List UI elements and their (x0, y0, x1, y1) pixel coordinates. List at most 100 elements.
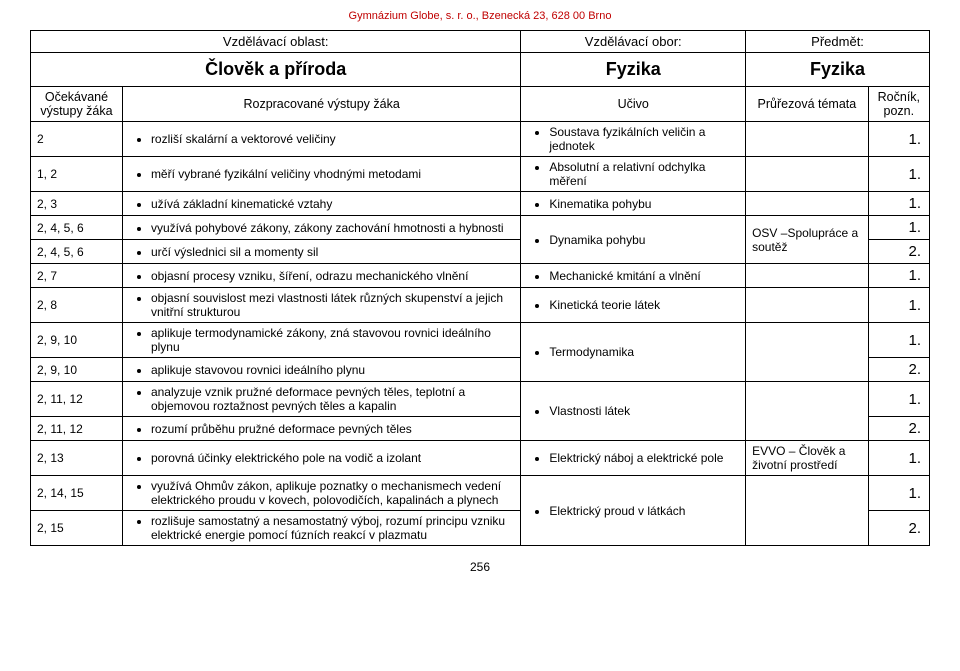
table-row: 2, 9, 10 aplikuje termodynamické zákony, … (31, 323, 930, 358)
year-cell: 2. (868, 511, 929, 546)
content-cell: Termodynamika (521, 323, 746, 382)
table-header-row-1: Vzdělávací oblast: Vzdělávací obor: Před… (31, 31, 930, 53)
col-content: Učivo (521, 87, 746, 122)
table-row: 2, 3 užívá základní kinematické vztahy Kin… (31, 192, 930, 216)
outputs-cell: 2, 4, 5, 6 (31, 216, 123, 240)
year-cell: 1. (868, 323, 929, 358)
outputs-cell: 2, 15 (31, 511, 123, 546)
cross-cell (746, 476, 869, 546)
table-row: 2, 8 objasní souvislost mezi vlastnosti l… (31, 288, 930, 323)
elaborated-text: užívá základní kinematické vztahy (151, 197, 514, 211)
year-cell: 1. (868, 441, 929, 476)
content-cell: Kinetická teorie látek (521, 288, 746, 323)
elaborated-text: určí výslednici sil a momenty sil (151, 245, 514, 259)
content-cell: Elektrický proud v látkách (521, 476, 746, 546)
elaborated-cell: porovná účinky elektrického pole na vodi… (122, 441, 520, 476)
elaborated-text: objasní procesy vzniku, šíření, odrazu m… (151, 269, 514, 283)
content-text: Termodynamika (549, 345, 739, 359)
elaborated-cell: objasní souvislost mezi vlastnosti látek… (122, 288, 520, 323)
year-cell: 2. (868, 358, 929, 382)
content-cell: Vlastnosti látek (521, 382, 746, 441)
cross-cell: EVVO – Člověk a životní prostředí (746, 441, 869, 476)
elaborated-text: rozumí průběhu pružné deformace pevných … (151, 422, 514, 436)
subject-value: Fyzika (746, 53, 930, 87)
table-row: 2, 11, 12 analyzuje vznik pružné deformac… (31, 382, 930, 417)
outputs-cell: 2, 14, 15 (31, 476, 123, 511)
elaborated-cell: analyzuje vznik pružné deformace pevných… (122, 382, 520, 417)
year-cell: 1. (868, 288, 929, 323)
content-text: Elektrický proud v látkách (549, 504, 739, 518)
elaborated-text: objasní souvislost mezi vlastnosti látek… (151, 291, 514, 319)
table-row: 1, 2 měří vybrané fyzikální veličiny vhod… (31, 157, 930, 192)
table-row: 2, 4, 5, 6 využívá pohybové zákony, zákon… (31, 216, 930, 240)
cross-cell (746, 192, 869, 216)
elaborated-cell: využívá Ohmův zákon, aplikuje poznatky o… (122, 476, 520, 511)
cross-cell (746, 382, 869, 441)
year-cell: 2. (868, 240, 929, 264)
elaborated-cell: aplikuje termodynamické zákony, zná stav… (122, 323, 520, 358)
year-cell: 1. (868, 122, 929, 157)
elaborated-text: využívá pohybové zákony, zákony zachován… (151, 221, 514, 235)
content-cell: Mechanické kmitání a vlnění (521, 264, 746, 288)
curriculum-table: Vzdělávací oblast: Vzdělávací obor: Před… (30, 30, 930, 546)
subject-label: Předmět: (746, 31, 930, 53)
cross-cell (746, 288, 869, 323)
content-text: Vlastnosti látek (549, 404, 739, 418)
elaborated-text: porovná účinky elektrického pole na vodi… (151, 451, 514, 465)
page-number: 256 (30, 560, 930, 574)
elaborated-text: analyzuje vznik pružné deformace pevných… (151, 385, 514, 413)
col-outputs: Očekávané výstupy žáka (31, 87, 123, 122)
org-header: Gymnázium Globe, s. r. o., Bzenecká 23, … (30, 10, 930, 22)
content-cell: Elektrický náboj a elektrické pole (521, 441, 746, 476)
col-cross: Průřezová témata (746, 87, 869, 122)
elaborated-cell: měří vybrané fyzikální veličiny vhodnými… (122, 157, 520, 192)
table-row: 2, 14, 15 využívá Ohmův zákon, aplikuje p… (31, 476, 930, 511)
content-text: Mechanické kmitání a vlnění (549, 269, 739, 283)
content-text: Elektrický náboj a elektrické pole (549, 451, 739, 465)
elaborated-cell: určí výslednici sil a momenty sil (122, 240, 520, 264)
outputs-cell: 2, 3 (31, 192, 123, 216)
elaborated-text: aplikuje termodynamické zákony, zná stav… (151, 326, 514, 354)
year-cell: 1. (868, 216, 929, 240)
year-cell: 1. (868, 192, 929, 216)
content-text: Kinetická teorie látek (549, 298, 739, 312)
table-row: 2, 13 porovná účinky elektrického pole na… (31, 441, 930, 476)
content-text: Soustava fyzikálních veličin a jednotek (549, 125, 739, 153)
field-value: Fyzika (521, 53, 746, 87)
elaborated-text: měří vybrané fyzikální veličiny vhodnými… (151, 167, 514, 181)
outputs-cell: 2, 4, 5, 6 (31, 240, 123, 264)
cross-cell (746, 323, 869, 382)
content-text: Absolutní a relativní odchylka měření (549, 160, 739, 188)
content-cell: Soustava fyzikálních veličin a jednotek (521, 122, 746, 157)
content-text: Kinematika pohybu (549, 197, 739, 211)
elaborated-cell: objasní procesy vzniku, šíření, odrazu m… (122, 264, 520, 288)
col-year: Ročník, pozn. (868, 87, 929, 122)
elaborated-cell: rozumí průběhu pružné deformace pevných … (122, 417, 520, 441)
outputs-cell: 2 (31, 122, 123, 157)
outputs-cell: 2, 11, 12 (31, 382, 123, 417)
elaborated-cell: rozlišuje samostatný a nesamostatný výbo… (122, 511, 520, 546)
outputs-cell: 2, 11, 12 (31, 417, 123, 441)
year-cell: 1. (868, 264, 929, 288)
col-elaborated: Rozpracované výstupy žáka (122, 87, 520, 122)
outputs-cell: 2, 9, 10 (31, 323, 123, 358)
outputs-cell: 2, 8 (31, 288, 123, 323)
outputs-cell: 1, 2 (31, 157, 123, 192)
cross-cell: OSV –Spolupráce a soutěž (746, 216, 869, 264)
outputs-cell: 2, 13 (31, 441, 123, 476)
content-text: Dynamika pohybu (549, 233, 739, 247)
elaborated-cell: užívá základní kinematické vztahy (122, 192, 520, 216)
table-header-row-2: Člověk a příroda Fyzika Fyzika (31, 53, 930, 87)
elaborated-text: rozliší skalární a vektorové veličiny (151, 132, 514, 146)
cross-cell (746, 122, 869, 157)
area-label: Vzdělávací oblast: (31, 31, 521, 53)
content-cell: Absolutní a relativní odchylka měření (521, 157, 746, 192)
field-label: Vzdělávací obor: (521, 31, 746, 53)
year-cell: 1. (868, 157, 929, 192)
table-row: 2 rozliší skalární a vektorové veličiny So… (31, 122, 930, 157)
content-cell: Dynamika pohybu (521, 216, 746, 264)
elaborated-text: využívá Ohmův zákon, aplikuje poznatky o… (151, 479, 514, 507)
elaborated-text: aplikuje stavovou rovnici ideálního plyn… (151, 363, 514, 377)
year-cell: 1. (868, 476, 929, 511)
elaborated-cell: aplikuje stavovou rovnici ideálního plyn… (122, 358, 520, 382)
